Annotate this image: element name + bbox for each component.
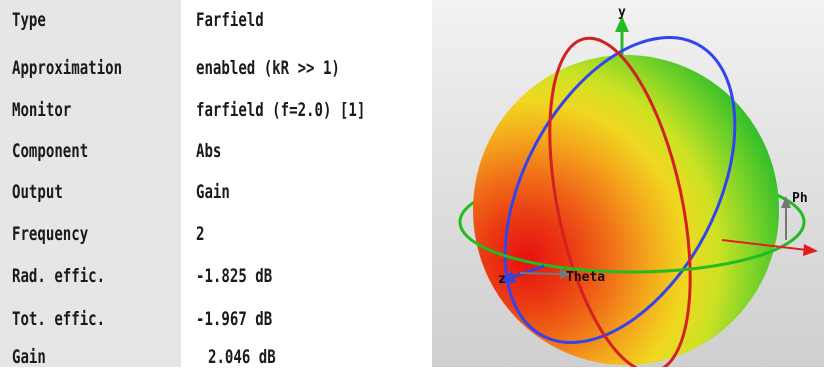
axis-z-label: z — [498, 272, 506, 287]
theta-ring — [548, 36, 692, 367]
x-axis-arrowhead — [803, 244, 818, 256]
farfield-3d-scene: y Ph z Theta — [458, 5, 818, 367]
label-column-background — [0, 0, 181, 367]
property-value-monitor: farfield (f=2.0) [1] — [196, 99, 366, 121]
theta-label: Theta — [566, 270, 605, 285]
property-label-monitor: Monitor — [12, 99, 72, 121]
farfield-info-panel: Type Farfield Approximation enabled (kR … — [0, 0, 432, 368]
property-row-component: Component Abs — [0, 135, 432, 169]
property-row-type: Type Farfield — [0, 4, 432, 38]
property-label-tot-effic: Tot. effic. — [12, 308, 106, 330]
property-value-output: Gain — [196, 181, 230, 203]
theta-indicator-arrowhead — [560, 269, 572, 279]
property-value-component: Abs — [196, 140, 222, 162]
phi-indicator-arrowhead — [781, 196, 791, 208]
y-axis-arrowhead — [615, 16, 629, 32]
x-axis-line — [721, 239, 808, 251]
phi-meridian-ring — [503, 36, 737, 344]
property-value-type: Farfield — [196, 9, 264, 31]
property-value-frequency: 2 — [196, 223, 205, 245]
property-label-rad-effic: Rad. effic. — [12, 265, 106, 287]
farfield-3d-viewport[interactable]: y Ph z Theta — [432, 0, 824, 367]
property-value-approximation: enabled (kR >> 1) — [196, 57, 340, 79]
phi-ring-front — [458, 221, 806, 274]
property-label-type: Type — [12, 9, 46, 31]
property-label-output: Output — [12, 181, 63, 203]
property-row-rad-effic: Rad. effic. -1.825 dB — [0, 260, 432, 294]
property-value-rad-effic: -1.825 dB — [196, 265, 273, 287]
property-row-output: Output Gain — [0, 176, 432, 210]
property-label-approximation: Approximation — [12, 57, 123, 79]
property-value-gain: 2.046 dB — [208, 346, 276, 368]
phi-label: Ph — [792, 191, 808, 206]
axis-y-label: y — [618, 5, 626, 20]
property-value-tot-effic: -1.967 dB — [196, 308, 273, 330]
theta-indicator-line — [519, 272, 563, 275]
z-axis-arrowhead — [500, 271, 516, 283]
property-row-monitor: Monitor farfield (f=2.0) [1] — [0, 94, 432, 128]
property-row-frequency: Frequency 2 — [0, 218, 432, 252]
property-label-gain: Gain — [12, 346, 46, 368]
property-row-approximation: Approximation enabled (kR >> 1) — [0, 52, 432, 86]
property-label-component: Component — [12, 140, 89, 162]
property-label-frequency: Frequency — [12, 223, 89, 245]
property-row-gain: Gain 2.046 dB — [0, 341, 432, 375]
property-row-tot-effic: Tot. effic. -1.967 dB — [0, 303, 432, 337]
z-axis-line — [509, 264, 545, 280]
